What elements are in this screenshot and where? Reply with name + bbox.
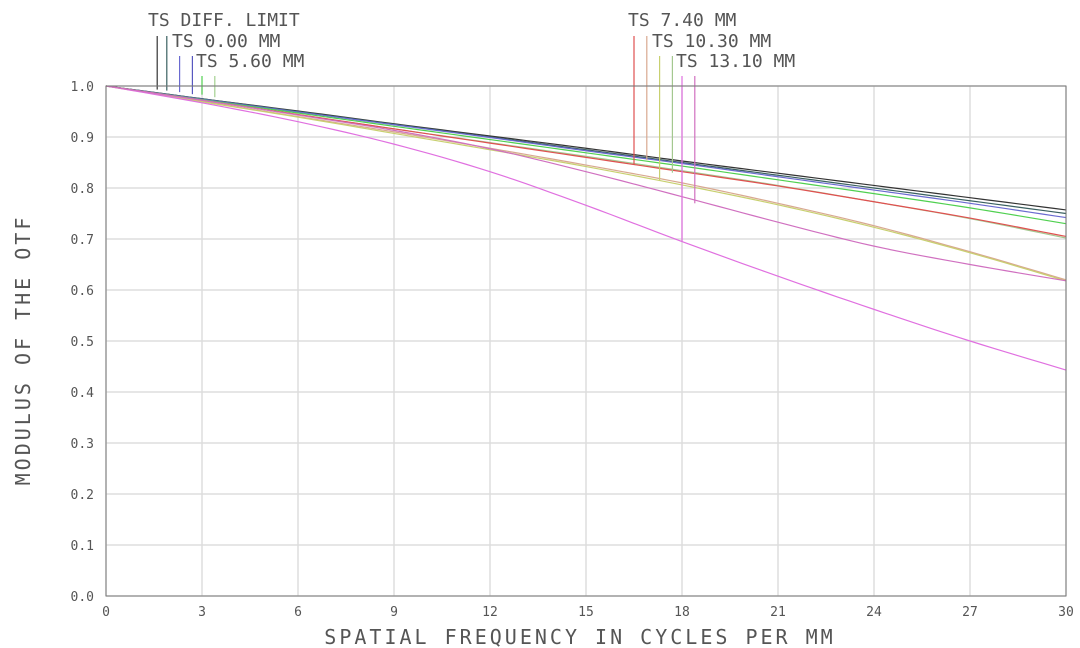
x-tick-label: 9 (390, 605, 398, 620)
legend-label: TS DIFF. LIMIT (148, 10, 300, 31)
legend-label: TS 10.30 MM (652, 31, 771, 52)
x-tick-label: 18 (674, 605, 690, 620)
y-tick-label: 0.8 (71, 182, 94, 197)
series-line (105, 85, 1067, 225)
legend-label: TS 13.10 MM (676, 51, 795, 72)
y-tick-label: 0.4 (71, 386, 95, 401)
series-line (105, 85, 1067, 371)
x-tick-label: 21 (770, 605, 786, 620)
legend-label: TS 7.40 MM (628, 10, 737, 31)
x-tick-label: 0 (102, 605, 110, 620)
y-tick-label: 0.2 (71, 488, 94, 503)
x-tick-label: 24 (866, 605, 882, 620)
x-tick-label: 6 (294, 605, 302, 620)
x-axis-title: SPATIAL FREQUENCY IN CYCLES PER MM (324, 625, 835, 648)
plot-frame (105, 85, 1067, 597)
series-line (105, 85, 1067, 282)
series-layer (105, 85, 1067, 371)
x-tick-labels: 0 3 6 9 12 15 18 21 24 27 30 (102, 605, 1074, 620)
y-tick-labels: 0.0 0.1 0.2 0.3 0.4 0.5 0.6 0.7 0.8 0.9 1.0 (71, 80, 95, 605)
y-tick-label: 0.0 (71, 590, 94, 605)
legend-label: TS 0.00 MM (172, 31, 281, 52)
y-tick-label: 0.7 (71, 233, 94, 248)
y-tick-label: 0.3 (71, 437, 94, 452)
y-tick-label: 0.1 (71, 539, 94, 554)
y-tick-label: 1.0 (71, 80, 94, 95)
series-line (105, 85, 1067, 219)
legend-label: TS 5.60 MM (196, 51, 305, 72)
legend-markers (156, 36, 696, 242)
x-tick-label: 12 (482, 605, 498, 620)
y-tick-label: 0.9 (71, 131, 94, 146)
x-tick-label: 30 (1058, 605, 1074, 620)
y-tick-label: 0.5 (71, 335, 94, 350)
x-tick-label: 15 (578, 605, 594, 620)
x-tick-label: 27 (962, 605, 978, 620)
grid (105, 85, 1067, 597)
x-tick-label: 3 (198, 605, 206, 620)
y-tick-label: 0.6 (71, 284, 94, 299)
y-axis-title: MODULUS OF THE OTF (11, 215, 35, 486)
series-line (105, 85, 1067, 282)
